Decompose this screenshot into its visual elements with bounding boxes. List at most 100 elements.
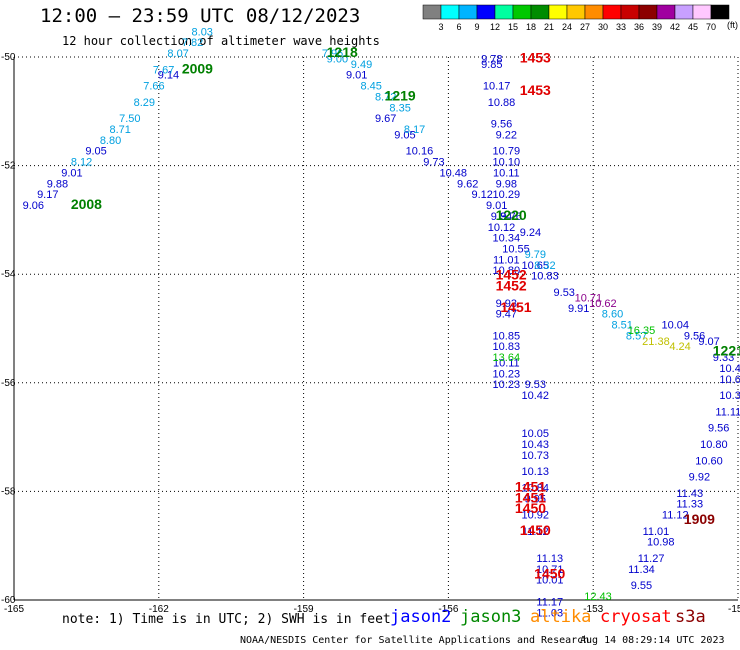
lat-tick-label: -60: [1, 595, 16, 606]
swh-value-label: 10.98: [647, 537, 675, 549]
swh-value-label: 9.24: [520, 227, 541, 239]
swh-value-label: 11.17: [536, 596, 563, 608]
swh-value-label: 9.01: [61, 167, 82, 179]
swh-value-label: 9.67: [375, 113, 396, 125]
swh-value-label: 13.64: [493, 352, 521, 364]
swh-value-label: 10.83: [531, 271, 559, 283]
swh-value-label: 7.82: [182, 37, 203, 49]
swh-value-label: 9.34: [491, 211, 512, 223]
swh-value-label: 8.03: [192, 26, 213, 38]
pass-time-label: 1218: [327, 44, 358, 60]
swh-value-label: 9.55: [631, 580, 652, 592]
pass-time-label: 1453: [520, 82, 551, 98]
lat-tick-label: -58: [1, 486, 16, 497]
legend-tick-label: 15: [508, 22, 518, 32]
swh-value-label: 10.05: [522, 428, 550, 440]
swh-value-label: 10.65: [522, 260, 550, 272]
swh-value-label: 11.27: [638, 553, 665, 565]
swh-value-label: 11.34: [628, 564, 655, 576]
swh-value-label: 9.56: [491, 119, 512, 131]
swh-value-label: 10.04: [661, 320, 689, 332]
swh-value-label: 9.95: [525, 493, 546, 505]
pass-time-label: 1451: [515, 478, 546, 494]
swh-value-label: 10.42: [522, 390, 550, 402]
swh-value-label: 7.67: [153, 64, 174, 76]
swh-value-label: 11.01: [643, 526, 670, 538]
swh-value-label: 11.03: [536, 607, 563, 619]
swh-value-label: 8.12: [71, 157, 92, 169]
legend-swatch: [512, 4, 532, 20]
swh-value-label: 9.05: [85, 146, 106, 158]
legend-swatch: [584, 4, 604, 20]
swh-value-label: 9.85: [481, 59, 502, 71]
legend-unit: (ft): [727, 20, 738, 30]
legend-swatch: [674, 4, 694, 20]
legend-tick-label: 3: [438, 22, 443, 32]
swh-value-label: 8.72: [375, 91, 396, 103]
swh-value-label: 9.14: [158, 70, 179, 82]
legend-tick-label: 45: [688, 22, 698, 32]
legend-tick-label: 70: [706, 22, 716, 32]
swh-value-label: 10.71: [575, 292, 603, 304]
legend-sat-altika: altika: [530, 607, 592, 627]
pass-time-label: 1450: [534, 565, 565, 581]
swh-value-label: 10.88: [488, 97, 516, 109]
swh-value-label: 9.49: [351, 59, 372, 71]
swh-value-label: 8.35: [389, 102, 410, 114]
pass-time-label: 1452: [496, 277, 527, 293]
swh-value-label: 10.10: [493, 157, 521, 169]
swh-value-label: 11.11: [715, 406, 740, 418]
swh-value-label: 8.45: [360, 81, 381, 93]
swh-value-label: 7.96: [322, 48, 343, 60]
credit-text: NOAA/NESDIS Center for Satellite Applica…: [240, 635, 590, 646]
pass-time-label: 1451: [500, 299, 531, 315]
swh-value-label: 8.07: [167, 48, 188, 60]
swh-value-label: 9.93: [496, 298, 517, 310]
swh-value-label: 10.63: [719, 374, 740, 386]
map-subtitle: 12 hour collection of altimeter wave hei…: [62, 34, 380, 48]
swh-value-label: 9.73: [423, 157, 444, 169]
swh-value-label: 9.17: [37, 189, 58, 201]
legend-tick-label: 12: [490, 22, 500, 32]
legend-swatch: [422, 4, 442, 20]
legend-swatch: [476, 4, 496, 20]
swh-value-label: 11.43: [676, 488, 703, 500]
swh-value-label: 10.23: [493, 368, 521, 380]
pass-time-label: 2009: [182, 60, 213, 76]
swh-value-label: 9.62: [457, 178, 478, 190]
swh-value-label: 9.56: [684, 330, 705, 342]
legend-swatch: [692, 4, 712, 20]
swh-value-label: 10.62: [589, 298, 617, 310]
legend-swatch: [602, 4, 622, 20]
swh-value-label: 9.76: [500, 211, 521, 223]
legend-tick-label: 33: [616, 22, 626, 32]
lat-tick-label: -52: [1, 161, 16, 172]
footer-note: note: 1) Time is in UTC; 2) SWH is in fe…: [62, 612, 391, 627]
legend-swatch: [458, 4, 478, 20]
lon-tick-label: -162: [149, 604, 169, 615]
legend-sat-s3a: s3a: [675, 607, 706, 627]
swh-value-label: 10.84: [522, 482, 550, 494]
pass-time-label: 1452: [496, 267, 527, 283]
swh-value-label: 9.12: [471, 189, 492, 201]
swh-value-label: 9.92: [689, 472, 710, 484]
lat-tick-label: -50: [1, 52, 16, 63]
swh-value-label: 8.32: [534, 260, 555, 272]
legend-tick-label: 6: [456, 22, 461, 32]
swh-value-label: 8.57: [626, 330, 647, 342]
pass-time-label: 1451: [515, 489, 546, 505]
swh-value-label: 10.48: [439, 167, 467, 179]
swh-value-label: 10.73: [522, 450, 550, 462]
lon-tick-label: -156: [438, 604, 458, 615]
legend-swatch: [620, 4, 640, 20]
swh-value-label: 9.98: [496, 178, 517, 190]
swh-value-label: 8.17: [404, 124, 425, 136]
legend-sat-jason2: jason2: [390, 607, 452, 627]
swh-value-label: 8.51: [611, 320, 632, 332]
legend-tick-label: 21: [544, 22, 554, 32]
swh-value-label: 10.29: [493, 189, 521, 201]
swh-value-label: 9.33: [713, 352, 734, 364]
legend-tick-label: 24: [562, 22, 572, 32]
swh-value-label: 9.47: [496, 309, 517, 321]
swh-value-label: 7.50: [119, 113, 140, 125]
